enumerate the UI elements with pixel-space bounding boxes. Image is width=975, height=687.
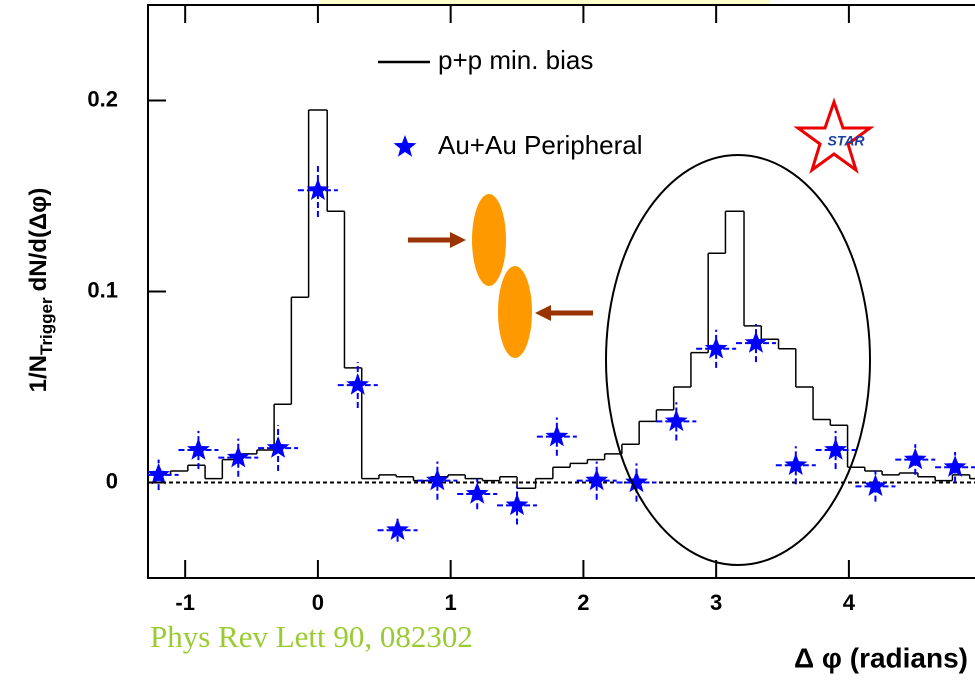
y-tick-label: 0 xyxy=(106,468,118,493)
star-marker xyxy=(625,470,648,493)
y-label-main: 1/N xyxy=(25,355,52,392)
x-tick-label: 1 xyxy=(445,590,457,615)
star-marker xyxy=(266,436,290,458)
reference: Phys Rev Lett 90, 082302 xyxy=(150,619,473,654)
star-marker xyxy=(664,409,688,432)
nucleus xyxy=(472,194,506,286)
star-marker xyxy=(585,468,609,491)
star-marker xyxy=(226,445,250,468)
star-marker xyxy=(864,474,887,496)
star-marker xyxy=(545,424,569,447)
star-marker xyxy=(943,455,967,477)
star-marker xyxy=(426,468,449,491)
arrows xyxy=(408,232,593,321)
logo-text: STAR xyxy=(827,133,865,149)
star-marker xyxy=(903,447,927,470)
y-label-rest: dN/d(Δφ) xyxy=(25,188,52,292)
star-marker xyxy=(148,462,170,485)
x-tick-label: -1 xyxy=(175,590,195,615)
x-tick-label: 4 xyxy=(843,590,856,615)
star-marker xyxy=(824,438,847,460)
top-strip xyxy=(320,0,770,5)
star-marker xyxy=(306,178,330,200)
star-marker xyxy=(744,331,768,353)
plot-area xyxy=(148,109,975,542)
star-logo: STAR xyxy=(793,97,875,174)
x-tick-label: 3 xyxy=(710,590,722,615)
x-tick-label: 2 xyxy=(577,590,589,615)
legend-star xyxy=(393,135,417,157)
plot-frame xyxy=(147,4,975,579)
star-marker xyxy=(465,482,489,504)
y-label-sub: Trigger xyxy=(37,297,56,355)
nucleus xyxy=(498,266,532,358)
star-marker xyxy=(704,336,728,359)
star-marker xyxy=(784,453,808,475)
star-marker xyxy=(187,438,210,460)
y-tick-label: 0.2 xyxy=(87,86,118,111)
star-marker xyxy=(386,518,409,540)
legend-label: p+p min. bias xyxy=(438,45,593,75)
star-marker xyxy=(505,493,529,516)
away-side-ellipse xyxy=(605,154,871,566)
star-marker xyxy=(346,373,370,395)
y-tick-label: 0.1 xyxy=(87,277,118,302)
y-axis-label: 1/NTrigger dN/d(Δφ) xyxy=(25,188,56,393)
legend-label: Au+Au Peripheral xyxy=(438,130,643,160)
x-axis-label: Δ φ (radians) xyxy=(794,642,968,673)
x-tick-label: 0 xyxy=(312,590,324,615)
